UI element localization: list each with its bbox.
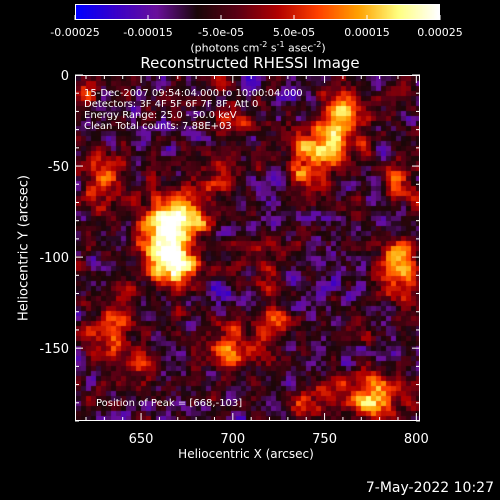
colorbar-tick-label: -0.00025 (50, 26, 99, 39)
x-tick-label: 750 (312, 432, 337, 447)
y-axis-label: Heliocentric Y (arcsec) (16, 175, 32, 321)
overlay-detectors: Detectors: 3F 4F 5F 6F 7F 8F, Att 0 (84, 99, 259, 110)
y-tick-label: -100 (39, 251, 69, 266)
colorbar-tick-label: -5.0e-05 (198, 26, 244, 39)
chart-title: Reconstructed RHESSI Image (140, 54, 360, 72)
heatmap-image (76, 76, 419, 420)
colorbar-tick-label: 0.00015 (344, 26, 390, 39)
overlay-energy-range: Energy Range: 25.0 - 50.0 keV (84, 110, 237, 121)
colorbar-tick-label: 5.0e-05 (273, 26, 315, 39)
colorbar-tick-label: -0.00015 (123, 26, 172, 39)
y-tick-label: 0 (61, 69, 69, 84)
colorbar-gradient (75, 4, 440, 20)
overlay-peak-position: Position of Peak = [668,-103] (96, 398, 243, 409)
plot-area: 15-Dec-2007 09:54:04.000 to 10:00:04.000… (75, 75, 420, 421)
colorbar-tick-label: 0.00025 (417, 26, 463, 39)
timestamp: 7-May-2022 10:27 (365, 480, 494, 496)
overlay-time-range: 15-Dec-2007 09:54:04.000 to 10:00:04.000 (84, 88, 303, 99)
y-tick-label: -50 (48, 160, 69, 175)
x-tick-label: 650 (129, 432, 154, 447)
colorbar-units: (photons cm-2 s-1 asec-2) (190, 40, 326, 55)
x-tick-label: 700 (220, 432, 245, 447)
overlay-clean-counts: Clean Total counts: 7.88E+03 (84, 121, 232, 132)
x-axis-label: Heliocentric X (arcsec) (178, 447, 314, 461)
x-tick-label: 800 (404, 432, 429, 447)
colorbar-axis: -0.00025 -0.00015 -5.0e-05 5.0e-05 0.00015 0.… (50, 15, 463, 39)
y-tick-label: -150 (39, 342, 69, 357)
